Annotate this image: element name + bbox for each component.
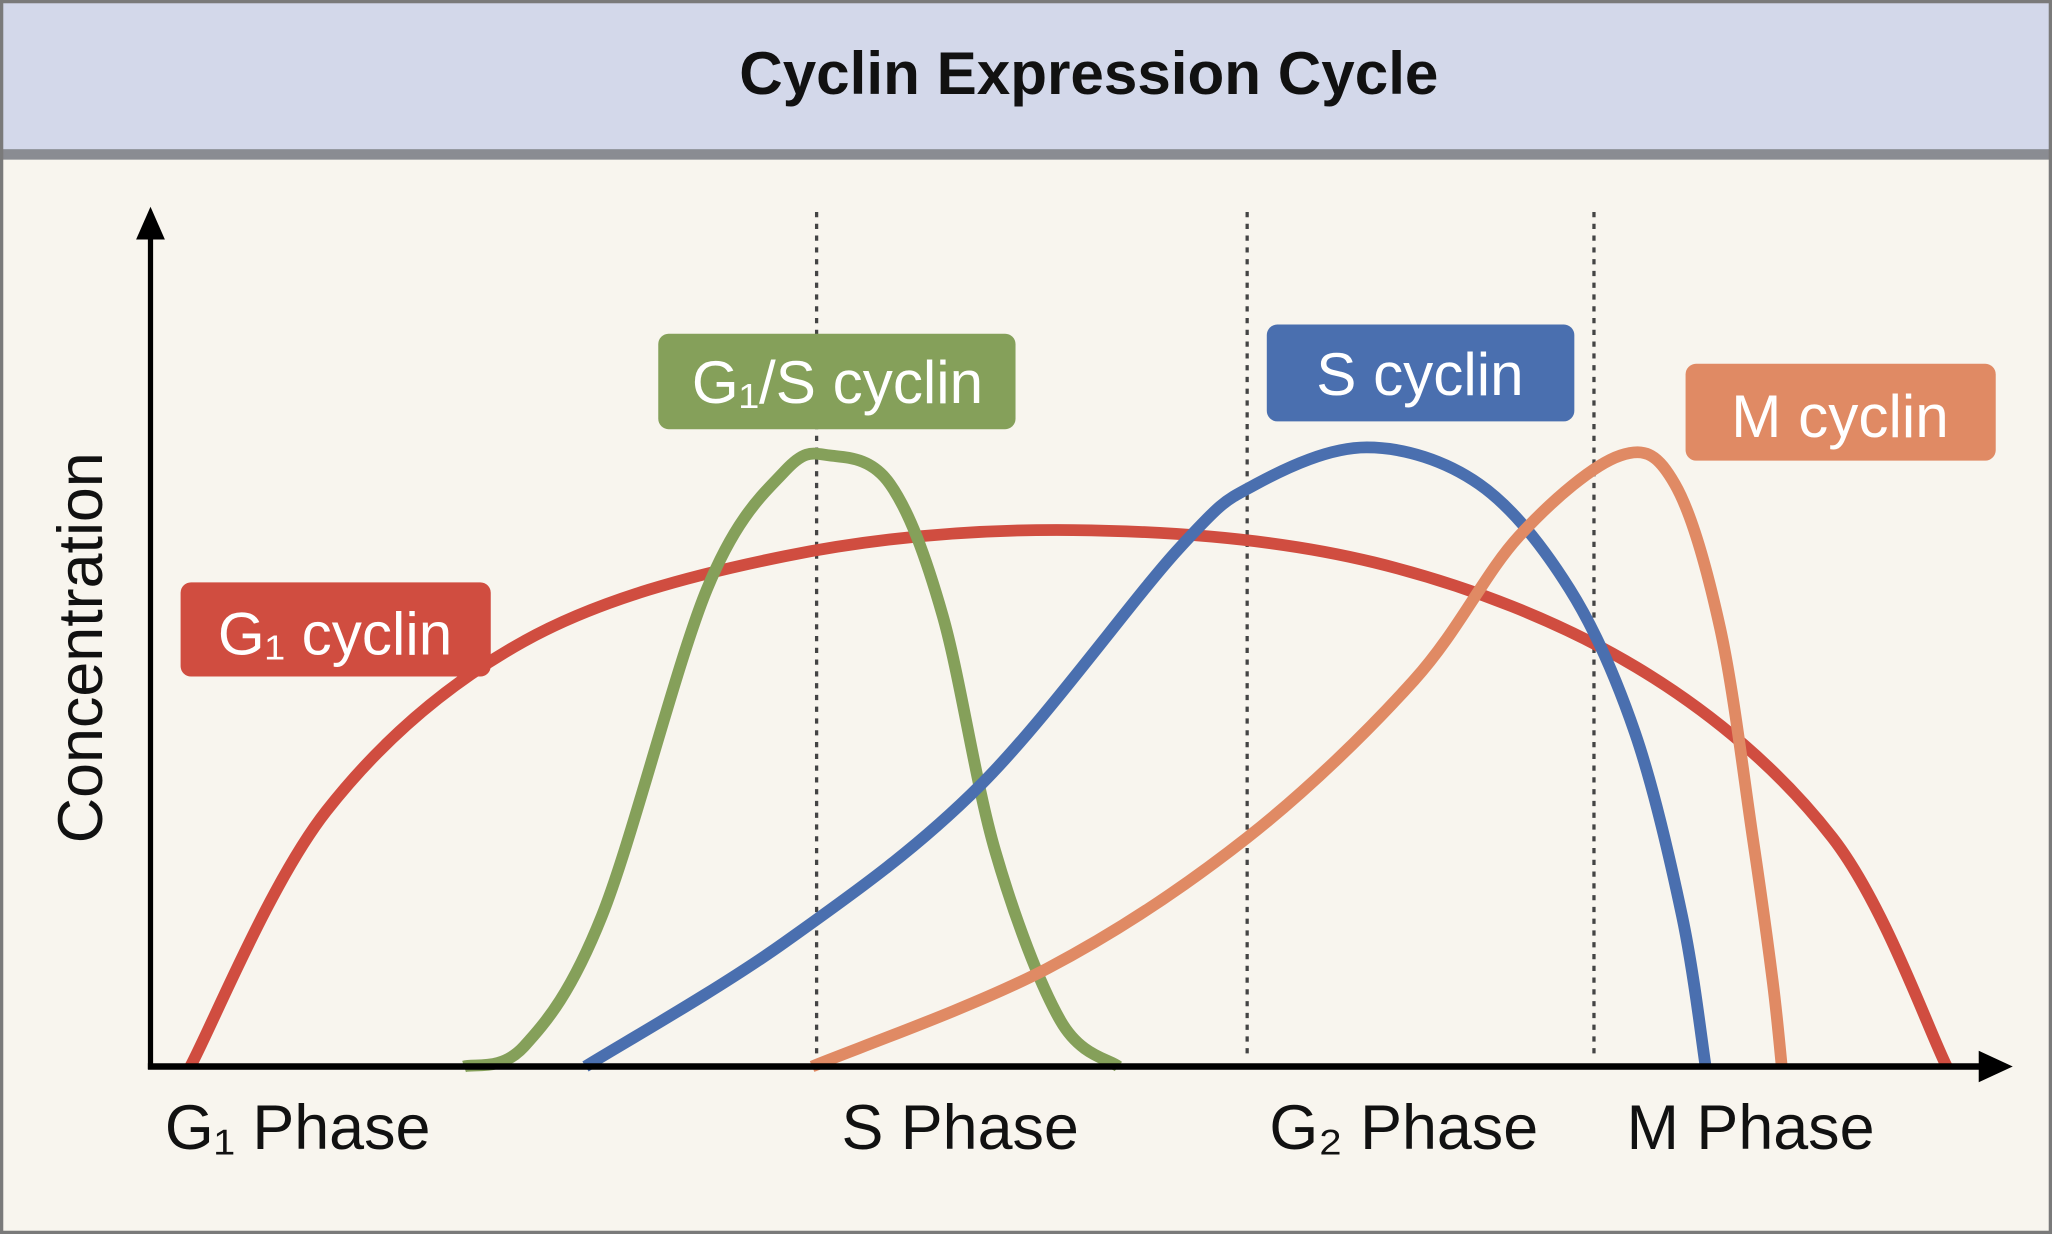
curve-g1s-cyclin bbox=[462, 447, 1123, 1073]
label-g1-cyclin: G₁ cyclin bbox=[180, 582, 491, 677]
x-tick-labels: G₁ Phase S Phase G₂ Phase M Phase bbox=[165, 1093, 1875, 1163]
title-divider bbox=[0, 149, 2052, 160]
x-tick-label: G₂ Phase bbox=[1269, 1093, 1538, 1163]
series-label: M cyclin bbox=[1731, 383, 1948, 450]
series-label: S cyclin bbox=[1316, 341, 1523, 408]
x-tick-label: S Phase bbox=[841, 1093, 1078, 1163]
title-band bbox=[0, 0, 2052, 151]
curve-g1-cyclin bbox=[185, 524, 1952, 1070]
curve-m-cyclin bbox=[809, 446, 1788, 1072]
series-label: G₁ cyclin bbox=[218, 600, 452, 667]
label-s-cyclin: S cyclin bbox=[1266, 324, 1575, 422]
label-m-cyclin: M cyclin bbox=[1685, 363, 1996, 461]
cyclin-curves bbox=[185, 441, 1952, 1073]
diagram-title: Cyclin Expression Cycle bbox=[739, 40, 1438, 107]
x-tick-label: M Phase bbox=[1627, 1093, 1875, 1163]
series-label: G₁/S cyclin bbox=[692, 349, 983, 416]
y-axis-label: Concentration bbox=[46, 452, 116, 843]
x-tick-label: G₁ Phase bbox=[165, 1093, 431, 1163]
y-axis-arrow-icon bbox=[136, 206, 165, 240]
curve-s-cyclin bbox=[582, 441, 1712, 1072]
x-axis-arrow-icon bbox=[1978, 1050, 2013, 1083]
label-g1s-cyclin: G₁/S cyclin bbox=[658, 333, 1016, 430]
